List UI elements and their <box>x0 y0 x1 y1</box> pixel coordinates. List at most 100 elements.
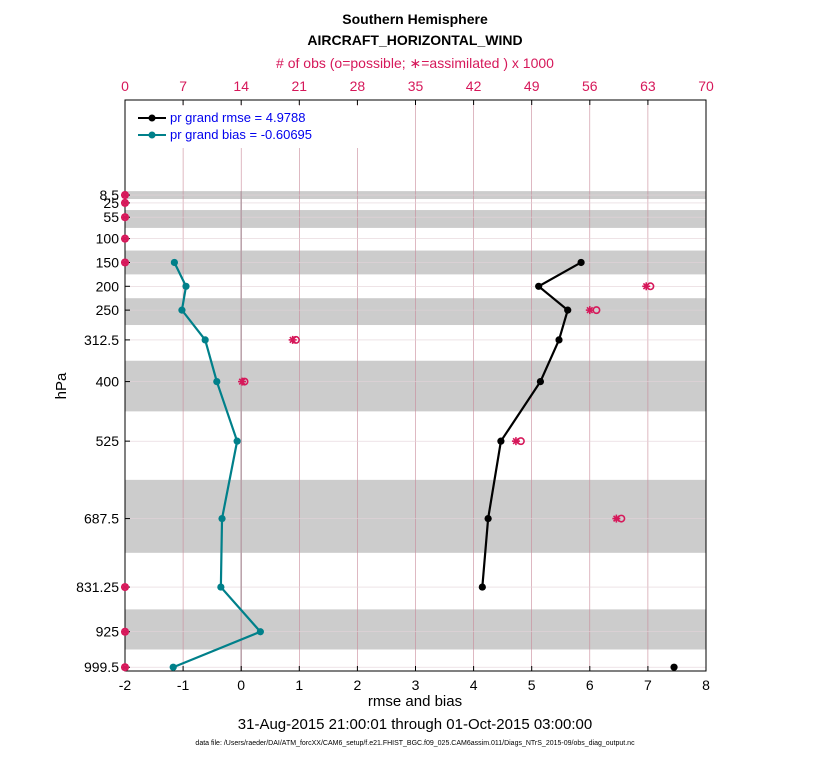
top-tick-label-2: 14 <box>233 78 249 94</box>
x-tick-label-8: 6 <box>586 677 594 693</box>
rmse-point-831.25 <box>478 583 486 591</box>
legend-bias-label: pr grand bias = -0.60695 <box>170 127 312 142</box>
top-tick-label-1: 7 <box>179 78 187 94</box>
obs-assimilated-150-stroke-3 <box>121 259 129 266</box>
obs-assimilated-687.5 <box>612 514 621 523</box>
rmse-point-200 <box>535 282 543 290</box>
rmse-line <box>481 261 582 588</box>
y-tick-label-400: 400 <box>96 374 120 390</box>
top-tick-label-9: 63 <box>640 78 656 94</box>
x-tick-label-5: 3 <box>412 677 420 693</box>
obs-assimilated-925 <box>121 627 129 636</box>
obs-assimilated-8.5 <box>121 191 129 200</box>
x-tick-label-4: 2 <box>354 677 362 693</box>
legend: pr grand rmse = 4.9788 pr grand bias = -… <box>132 106 364 148</box>
bias-point-400 <box>213 377 221 386</box>
y-tick-label-55: 55 <box>103 209 119 225</box>
obs-assimilated-250 <box>585 306 594 315</box>
x-tick-label-7: 5 <box>528 677 536 693</box>
top-tick-label-8: 56 <box>582 78 598 94</box>
obs-assimilated-687.5-stroke-3 <box>612 515 620 522</box>
obs-assimilated-400 <box>238 377 247 386</box>
bias-point-250 <box>178 306 186 314</box>
bias-point-831.25 <box>217 583 225 591</box>
obs-assimilated-200-stroke-3 <box>642 282 650 290</box>
top-tick-label-10: 70 <box>698 78 714 94</box>
x-tick-label-0: -2 <box>119 677 132 693</box>
bias-point-925 <box>256 628 264 636</box>
y-tick-label-687.5: 687.5 <box>84 511 119 527</box>
obs-assimilated-525 <box>511 437 520 446</box>
y-tick-label-200: 200 <box>96 278 120 294</box>
legend-bias-marker <box>148 131 156 139</box>
obs-assimilated-8.5-stroke-3 <box>121 191 129 199</box>
top-tick-label-3: 21 <box>292 78 308 94</box>
obs-assimilated-55-stroke-3 <box>121 213 129 221</box>
obs-assimilated-925-stroke-3 <box>121 628 129 636</box>
obs-assimilated-831.25 <box>121 583 129 592</box>
rmse-point-250 <box>564 306 572 314</box>
y-tick-label-999.5: 999.5 <box>84 659 119 675</box>
rmse-point-312.5 <box>555 336 563 344</box>
legend-rmse-marker <box>148 114 156 122</box>
obs-assimilated-999.5-stroke-3 <box>121 663 129 671</box>
y-tick-label-150: 150 <box>96 254 120 270</box>
top-tick-label-7: 49 <box>524 78 540 94</box>
legend-rmse-label: pr grand rmse = 4.9788 <box>170 110 306 125</box>
data-file-footnote: data file: /Users/raeder/DAI/ATM_forcXX/… <box>195 740 635 747</box>
rmse-point-400 <box>536 377 545 386</box>
obs-assimilated-200 <box>642 282 651 291</box>
top-tick-label-5: 35 <box>408 78 424 94</box>
x-tick-label-6: 4 <box>470 677 478 693</box>
bias-point-200 <box>182 282 190 290</box>
obs-assimilated-100 <box>121 234 129 243</box>
bottom-axis-ticks: -2 -1 0 1 2 3 4 5 6 7 8 <box>119 666 710 693</box>
bias-line <box>172 261 263 669</box>
rmse-point-525 <box>497 437 505 445</box>
top-tick-label-4: 28 <box>350 78 366 94</box>
bias-point-150 <box>170 258 178 267</box>
y-tick-label-831.25: 831.25 <box>76 579 119 595</box>
obs-assimilated-999.5 <box>121 663 129 672</box>
chart-title: Southern Hemisphere <box>342 11 488 27</box>
chart-subtitle: AIRCRAFT_HORIZONTAL_WIND <box>307 32 522 48</box>
x-tick-label-10: 8 <box>702 677 710 693</box>
obs-assimilated-25-stroke-3 <box>121 199 129 207</box>
date-range: 31-Aug-2015 21:00:01 through 01-Oct-2015… <box>238 716 592 733</box>
bias-point-687.5 <box>218 514 226 523</box>
obs-assimilated-525-stroke-3 <box>512 437 520 445</box>
x-tick-label-3: 1 <box>295 677 303 693</box>
obs-count-markers <box>121 191 655 672</box>
obs-assimilated-312.5 <box>288 335 297 344</box>
bias-point-312.5 <box>201 336 209 344</box>
rmse-point-999.5 <box>670 663 678 671</box>
y-tick-label-925: 925 <box>96 624 120 640</box>
y-tick-label-250: 250 <box>96 302 120 318</box>
obs-assimilated-831.25-stroke-3 <box>121 583 129 591</box>
y-tick-label-312.5: 312.5 <box>84 332 119 348</box>
obs-assimilated-55 <box>121 213 129 222</box>
obs-assimilated-25 <box>121 198 129 207</box>
x-axis-label: rmse and bias <box>368 693 462 710</box>
x-tick-label-9: 7 <box>644 677 652 693</box>
data-series <box>169 258 678 671</box>
y-axis-label: hPa <box>53 372 70 399</box>
legend-box <box>132 106 364 148</box>
top-axis-label: # of obs (o=possible; ∗=assimilated ) x … <box>276 55 554 71</box>
obs-assimilated-150 <box>121 258 129 267</box>
top-tick-label-0: 0 <box>121 78 129 94</box>
top-tick-label-6: 42 <box>466 78 482 94</box>
y-tick-label-525: 525 <box>96 433 120 449</box>
y-tick-label-25: 25 <box>103 195 119 211</box>
y-tick-label-8.5: 8.5 <box>100 187 120 203</box>
rmse-point-687.5 <box>484 514 492 523</box>
obs-assimilated-312.5-stroke-3 <box>289 336 297 344</box>
bias-point-999.5 <box>169 663 177 671</box>
obs-assimilated-100-stroke-3 <box>121 235 129 243</box>
x-tick-label-2: 0 <box>237 677 245 693</box>
obs-assimilated-250-stroke-3 <box>586 306 594 314</box>
y-tick-label-100: 100 <box>96 231 120 247</box>
obs-assimilated-400-stroke-3 <box>238 378 246 385</box>
